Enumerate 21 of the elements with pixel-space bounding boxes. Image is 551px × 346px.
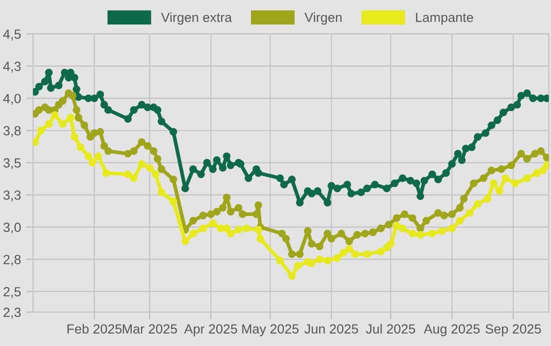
x-tick-label: Aug 2025: [424, 324, 480, 336]
y-tick-label: 3,8: [3, 126, 21, 137]
y-tick-label: 2,8: [4, 254, 21, 266]
y-tick-label: 4,3: [3, 62, 21, 73]
x-tick-label: Feb 2025: [68, 324, 122, 334]
x-tick-label: May 2025: [242, 324, 299, 336]
legend-label: Virgen: [304, 12, 342, 25]
x-tick-label: Sep 2025: [486, 324, 541, 336]
y-tick-label: 3,3: [3, 190, 21, 202]
y-tick-label: 4,0: [3, 94, 21, 105]
y-tick-label: 3,0: [3, 222, 21, 234]
y-tick-label: 2,5: [4, 287, 21, 298]
legend-label: Lampante: [416, 12, 474, 25]
legend-label: Virgen extra: [161, 12, 232, 25]
x-tick-label: Jun 2025: [304, 324, 358, 334]
y-tick-label: 3,5: [3, 158, 21, 170]
x-tick-label: Apr 2025: [184, 324, 238, 336]
y-tick-label: 4,5: [3, 30, 21, 40]
x-tick-label: Jul 2025: [366, 324, 416, 334]
x-tick-label: Mar 2025: [122, 324, 177, 334]
y-tick-label: 2,3: [4, 308, 21, 319]
